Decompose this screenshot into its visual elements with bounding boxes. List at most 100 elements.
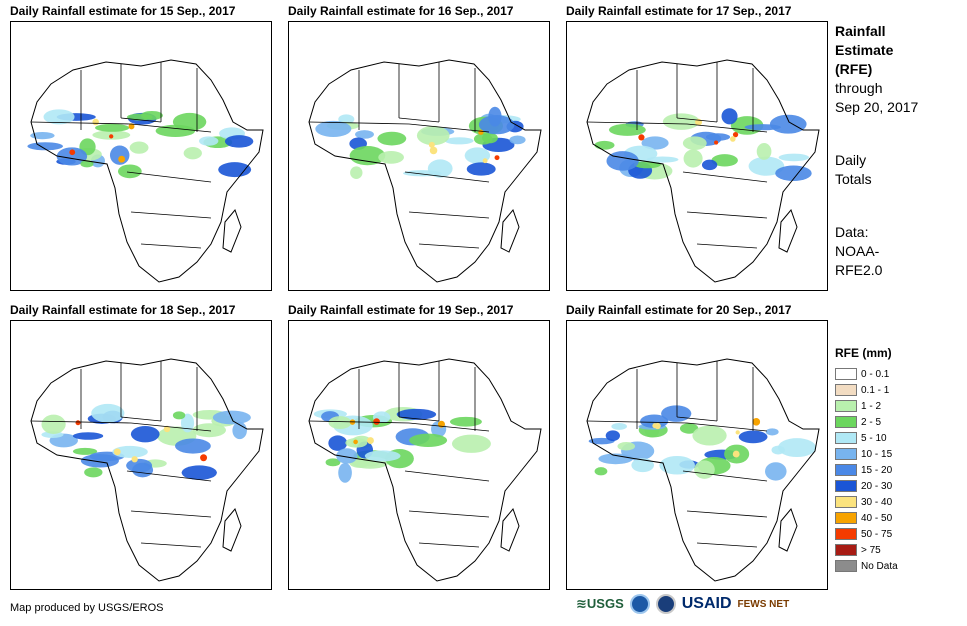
heavy-rain-cell bbox=[732, 450, 740, 458]
country-border bbox=[408, 510, 490, 518]
legend-item: 50 - 75 bbox=[835, 526, 955, 542]
panel-title: Daily Rainfall estimate for 17 Sep., 201… bbox=[566, 4, 792, 18]
panel-title: Daily Rainfall estimate for 15 Sep., 201… bbox=[10, 4, 236, 18]
data-source-text: Data: NOAA- RFE2.0 bbox=[835, 224, 883, 278]
partner-logos: ≋USGS USAID FEWS NET bbox=[576, 594, 789, 614]
heavy-rain-cell bbox=[478, 129, 484, 135]
rain-cell bbox=[682, 136, 707, 150]
legend-label: 15 - 20 bbox=[861, 464, 893, 476]
noaa-logo bbox=[629, 594, 650, 614]
legend-item: 2 - 5 bbox=[835, 414, 955, 430]
rain-cell bbox=[325, 458, 341, 467]
heavy-rain-cell bbox=[109, 134, 114, 139]
rain-cell bbox=[721, 108, 738, 125]
heavy-rain-cell bbox=[200, 454, 208, 462]
legend-label: 0.1 - 1 bbox=[861, 384, 890, 396]
totals-text: Daily Totals bbox=[835, 152, 872, 187]
heavy-rain-cell bbox=[429, 146, 438, 155]
rain-cell bbox=[377, 131, 407, 146]
country-border bbox=[308, 121, 410, 125]
country-border bbox=[140, 542, 202, 548]
rain-cell bbox=[409, 433, 448, 447]
credit-text: Map produced by USGS/EROS bbox=[10, 602, 164, 614]
usgs-logo: ≋USGS bbox=[576, 596, 624, 611]
panel-title: Daily Rainfall estimate for 18 Sep., 201… bbox=[10, 303, 236, 317]
rain-cell bbox=[56, 147, 88, 166]
heavy-rain-cell bbox=[92, 118, 99, 126]
map-frame bbox=[288, 21, 550, 291]
country-border bbox=[120, 117, 162, 123]
rain-cell bbox=[640, 414, 669, 428]
rain-cell bbox=[466, 162, 496, 176]
rain-cell bbox=[180, 413, 195, 433]
country-border bbox=[130, 510, 212, 518]
rain-cell bbox=[117, 164, 142, 179]
rain-cell bbox=[349, 146, 386, 166]
rainfall-field bbox=[313, 407, 491, 483]
madagascar-coastline bbox=[222, 508, 242, 552]
fews-net-logo: FEWS NET bbox=[737, 598, 790, 610]
legend-swatch bbox=[835, 448, 857, 460]
rain-cell bbox=[694, 460, 715, 479]
rain-cell bbox=[72, 432, 104, 440]
country-border bbox=[686, 123, 768, 133]
rain-cell bbox=[738, 430, 768, 444]
rain-cell bbox=[662, 113, 700, 130]
legend-item: 5 - 10 bbox=[835, 430, 955, 446]
rain-cell bbox=[336, 448, 358, 464]
country-border bbox=[130, 123, 212, 133]
rain-cell bbox=[641, 136, 669, 150]
legend-swatch bbox=[835, 416, 857, 428]
legend-label: 50 - 75 bbox=[861, 528, 893, 540]
rain-cell bbox=[427, 159, 453, 178]
rain-cell bbox=[769, 114, 807, 134]
rain-cell bbox=[218, 162, 252, 178]
rain-cell bbox=[328, 416, 352, 430]
country-border bbox=[686, 211, 768, 219]
rain-cell bbox=[608, 123, 646, 136]
rain-cell bbox=[692, 425, 727, 446]
rain-cell bbox=[172, 112, 207, 131]
country-border bbox=[408, 123, 490, 133]
rain-cell bbox=[449, 416, 482, 427]
rainfall-map bbox=[27, 59, 264, 283]
heavy-rain-cell bbox=[732, 131, 739, 138]
country-border bbox=[586, 420, 688, 424]
rain-cell bbox=[72, 447, 98, 455]
country-border bbox=[130, 211, 212, 219]
legend-item: 0.1 - 1 bbox=[835, 382, 955, 398]
period-text: through Sep 20, 2017 bbox=[835, 80, 919, 115]
country-border bbox=[676, 416, 718, 422]
rain-cell bbox=[765, 462, 787, 481]
africa-coastline bbox=[30, 59, 264, 283]
legend-item: 30 - 40 bbox=[835, 494, 955, 510]
africa-coastline bbox=[308, 358, 542, 582]
rain-cell bbox=[130, 425, 160, 443]
heavy-rain-cell bbox=[482, 158, 488, 164]
madagascar-coastline bbox=[222, 209, 242, 253]
rainfall-field bbox=[27, 109, 254, 179]
rain-cell bbox=[778, 153, 810, 162]
legend-label: 2 - 5 bbox=[861, 416, 882, 428]
panel-title: Daily Rainfall estimate for 16 Sep., 201… bbox=[288, 4, 514, 18]
legend-swatch bbox=[835, 512, 857, 524]
legend-label: No Data bbox=[861, 560, 898, 572]
country-border bbox=[686, 422, 768, 432]
rain-cell bbox=[95, 123, 130, 132]
legend-label: 0 - 0.1 bbox=[861, 368, 890, 380]
panel-title: Daily Rainfall estimate for 19 Sep., 201… bbox=[288, 303, 514, 317]
rain-cell bbox=[679, 423, 699, 434]
country-border bbox=[418, 243, 480, 249]
country-border bbox=[120, 416, 162, 422]
rain-cell bbox=[355, 130, 374, 139]
rain-cell bbox=[444, 137, 474, 145]
rain-cell bbox=[192, 423, 226, 438]
country-border bbox=[398, 117, 440, 123]
country-border bbox=[676, 117, 718, 123]
africa-coastline bbox=[586, 59, 820, 283]
map-frame bbox=[288, 320, 550, 590]
rain-cell bbox=[416, 125, 450, 146]
legend-item: 40 - 50 bbox=[835, 510, 955, 526]
rainfall-map bbox=[308, 59, 542, 283]
panel-title: Daily Rainfall estimate for 20 Sep., 201… bbox=[566, 303, 792, 317]
